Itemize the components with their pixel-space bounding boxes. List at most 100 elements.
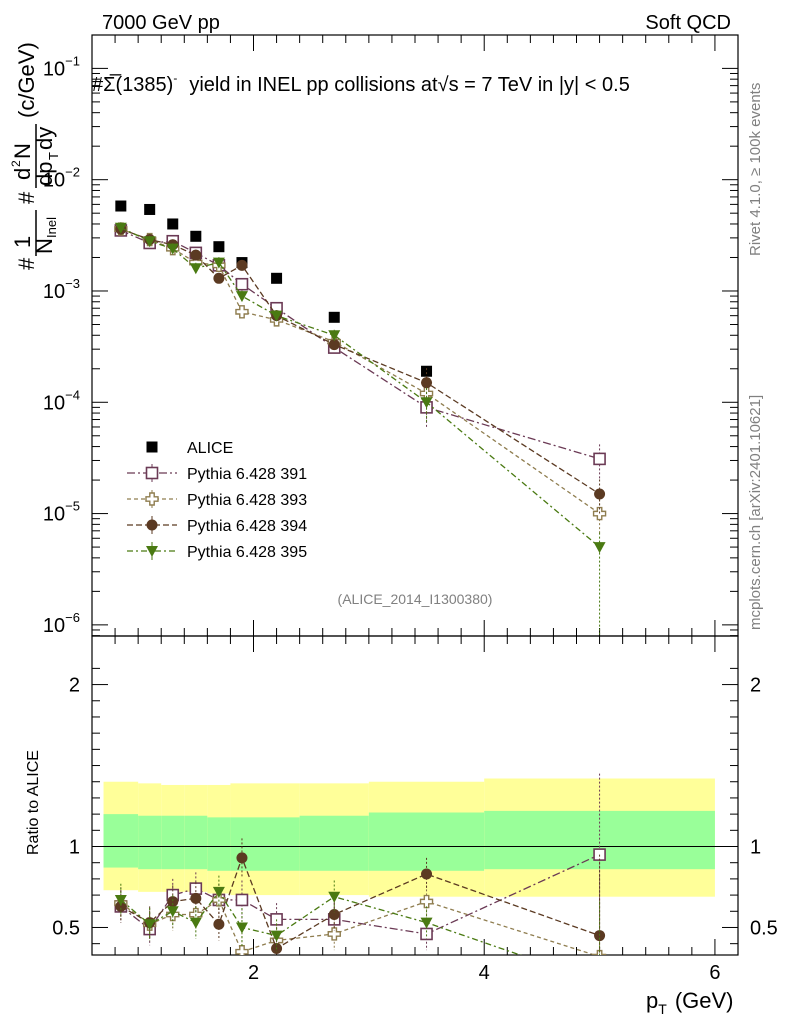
ratio-point-p395	[420, 917, 433, 929]
data-point-p395	[114, 222, 127, 234]
ratio-y-tick-label: 0.5	[52, 917, 80, 939]
ylabel-Nn: N	[10, 143, 35, 159]
ylabel-d: d	[10, 168, 35, 180]
ratio-point-p393	[235, 945, 249, 955]
y-tick-label: 10−1	[43, 53, 80, 80]
ratio-point-p395	[270, 930, 283, 942]
ratio-y-tick-label-right: 2	[750, 675, 761, 697]
data-point-p394	[328, 339, 340, 351]
title-energy: s = 7 TeV in |y| < 0.5	[449, 74, 630, 96]
y-tick-label: 10−3	[43, 276, 80, 303]
data-point-p391	[235, 277, 249, 291]
legend-label: Pythia 6.428 394	[187, 518, 307, 535]
x-tick-label: 4	[479, 962, 490, 984]
data-point-p395	[189, 263, 202, 275]
ratio-y-tick-label: 1	[69, 837, 80, 859]
ratio-line-p394	[120, 855, 600, 950]
ratio-y-tick-label-right: 0.5	[750, 917, 778, 939]
x-tick-label: 2	[248, 962, 259, 984]
svg-text:#: #	[14, 257, 39, 270]
ratio-point-p394	[328, 909, 340, 921]
legend-label: Pythia 6.428 393	[187, 492, 307, 509]
ylabel-two: 2	[9, 160, 23, 167]
ratio-y-tick-label-right: 1	[750, 837, 761, 859]
ratio-line-p395	[120, 890, 523, 955]
ylabel-unit: (c/GeV)	[14, 42, 39, 118]
ratio-point-p395	[166, 906, 179, 918]
data-point-p394	[594, 488, 606, 500]
header-left: 7000 GeV pp	[102, 12, 220, 34]
data-point-alice	[421, 365, 433, 377]
data-point-p393	[592, 506, 607, 521]
data-point-p395	[143, 236, 156, 248]
ratio-point-p391	[420, 927, 433, 941]
ratio-line-p391	[120, 854, 600, 935]
title-sup: -	[173, 71, 177, 85]
x-tick-label: 6	[709, 962, 720, 984]
data-point-p391	[593, 452, 606, 466]
ratio-point-p394	[421, 868, 433, 880]
legend: ALICE Pythia 6.428 391 Pythia 6.428 393 Pyt…	[127, 440, 307, 561]
y-tick-base: 10	[43, 170, 65, 192]
band-inner-segment	[138, 815, 162, 870]
data-point-p395	[235, 291, 248, 303]
ratio-point-p391	[189, 882, 203, 895]
y-tick-base: 10	[43, 392, 65, 414]
y-tick-exp: −4	[65, 387, 80, 402]
y-tick-label: 10−5	[43, 499, 80, 526]
data-point-p395	[166, 243, 179, 255]
data-point-p394	[190, 249, 202, 261]
ylabel-one: 1	[10, 236, 35, 248]
chart-title: #Σ̅(1385)- yield in INEL pp collisions at…	[92, 71, 630, 96]
series-line-p395	[120, 227, 600, 548]
ratio-ylabel: Ratio to ALICE	[25, 750, 42, 855]
data-point-p395	[328, 330, 341, 342]
data-point-p395	[420, 397, 433, 409]
data-point-alice	[144, 203, 156, 215]
data-point-p395	[270, 310, 283, 322]
ratio-point-p393	[592, 949, 607, 955]
legend-marker-p394	[146, 519, 158, 531]
ratio-point-p395	[189, 917, 202, 929]
ylabel-hash2: #	[14, 191, 39, 204]
ylabel-dy: dy	[32, 127, 57, 150]
series-line-p391	[120, 229, 600, 460]
data-point-p394	[421, 377, 433, 389]
title-particle: #Σ̅(1385)	[92, 73, 173, 96]
ratio-point-p395	[594, 978, 606, 989]
ratio-point-p395	[328, 891, 341, 903]
ratio-y-tick-label: 2	[69, 675, 80, 697]
legend-marker-p395	[146, 546, 158, 557]
band-inner-segment	[368, 812, 485, 871]
rivet-label: Rivet 4.1.0, ≥ 100k events	[747, 83, 764, 256]
legend-marker-alice	[146, 441, 158, 453]
band-inner-segment	[184, 815, 208, 870]
data-point-p393	[235, 305, 249, 319]
xlabel-unit: (GeV)	[675, 988, 734, 1013]
title-sqrt: √	[438, 74, 449, 96]
y-tick-exp: −2	[65, 165, 80, 180]
y-tick-base: 10	[43, 281, 65, 303]
data-point-p394	[213, 272, 225, 284]
data-point-p395	[593, 542, 606, 554]
y-tick-label: 10−2	[43, 165, 80, 192]
ratio-point-p394	[213, 918, 225, 930]
data-point-p395	[212, 257, 225, 269]
y-tick-exp: −6	[65, 610, 80, 625]
y-tick-label: 10−6	[43, 610, 80, 637]
main-ylabel: # 1 N Inel # d 2 N dp T dy (c/GeV)	[9, 42, 61, 270]
ratio-point-p391	[235, 893, 249, 907]
xlabel-p: p	[646, 988, 658, 1013]
ratio-point-p394	[115, 900, 127, 912]
data-point-alice	[167, 218, 179, 230]
band-inner-segment	[207, 817, 231, 871]
data-point-alice	[115, 200, 127, 212]
data-point-alice	[328, 311, 340, 323]
xlabel-T: T	[658, 1001, 667, 1017]
xlabel: pT (GeV)	[646, 988, 734, 1017]
legend-label: Pythia 6.428 391	[187, 466, 307, 483]
mcplots-label: mcplots.cern.ch [arXiv:2401.10621]	[747, 395, 764, 630]
legend-label: Pythia 6.428 395	[187, 544, 307, 561]
y-tick-label: 10−4	[43, 387, 80, 414]
